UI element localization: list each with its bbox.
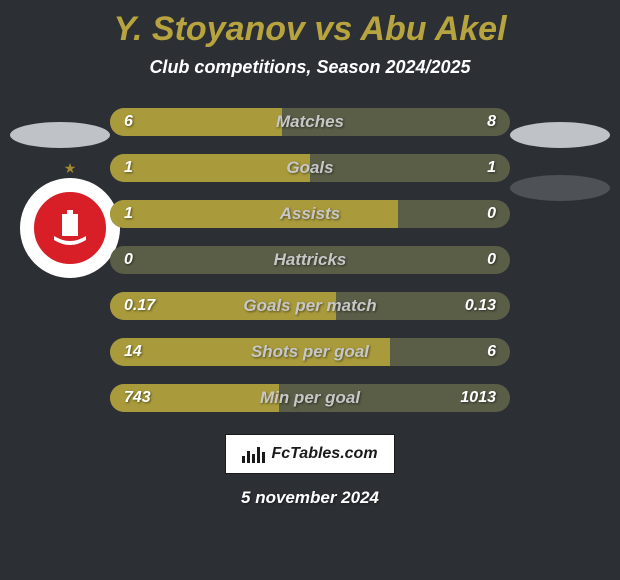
- player2-club-placeholder: [510, 175, 610, 201]
- stat-label: Hattricks: [110, 246, 510, 274]
- stat-row: 10Assists: [110, 200, 510, 228]
- star-icon: ★: [64, 160, 77, 177]
- stats-bars: 68Matches 11Goals 10Assists 00Hattricks 0.17…: [110, 108, 510, 412]
- club-badge-inner: [30, 188, 110, 268]
- brand-text: FcTables.com: [271, 445, 377, 463]
- stat-label: Goals: [110, 154, 510, 182]
- stat-label: Matches: [110, 108, 510, 136]
- page-title: Y. Stoyanov vs Abu Akel: [113, 10, 506, 49]
- comparison-infographic: Y. Stoyanov vs Abu Akel Club competition…: [0, 0, 620, 580]
- page-subtitle: Club competitions, Season 2024/2025: [149, 57, 470, 78]
- player1-avatar-placeholder: [10, 122, 110, 148]
- stat-label: Min per goal: [110, 384, 510, 412]
- player1-club-badge: ★: [20, 178, 120, 278]
- stat-label: Assists: [110, 200, 510, 228]
- brand-badge: FcTables.com: [225, 434, 395, 474]
- date-text: 5 november 2024: [241, 488, 379, 508]
- player2-avatar-placeholder: [510, 122, 610, 148]
- bar-chart-icon: [242, 445, 265, 463]
- stat-row: 7431013Min per goal: [110, 384, 510, 412]
- club-emblem-icon: [48, 206, 92, 250]
- stat-label: Shots per goal: [110, 338, 510, 366]
- stat-label: Goals per match: [110, 292, 510, 320]
- stat-row: 0.170.13Goals per match: [110, 292, 510, 320]
- stat-row: 11Goals: [110, 154, 510, 182]
- stat-row: 68Matches: [110, 108, 510, 136]
- stat-row: 146Shots per goal: [110, 338, 510, 366]
- stat-row: 00Hattricks: [110, 246, 510, 274]
